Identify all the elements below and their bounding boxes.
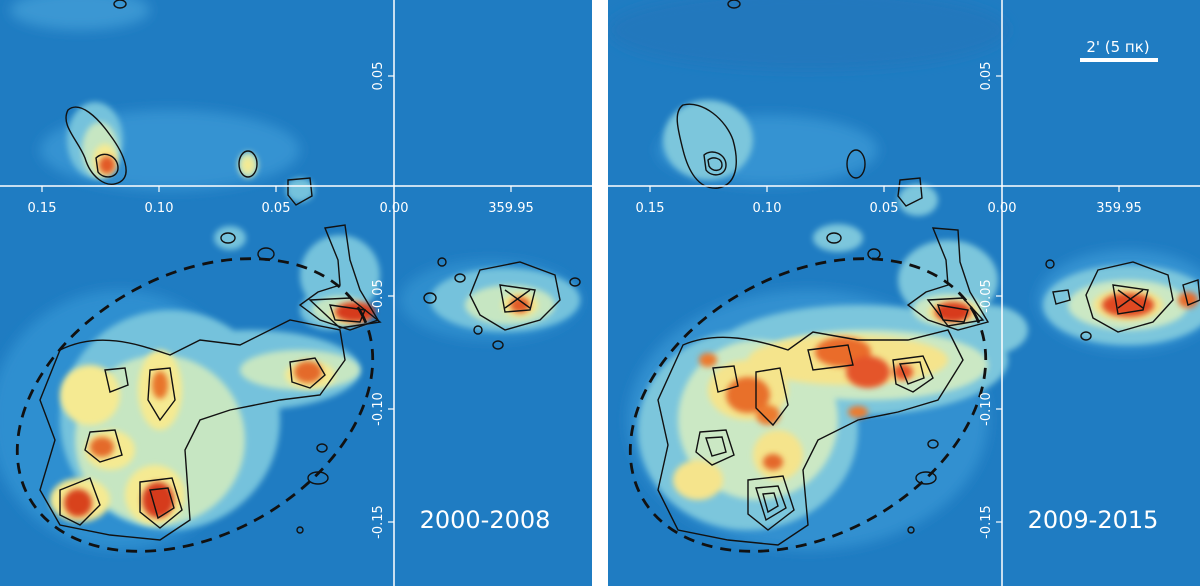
x-tick-label: 0.00 xyxy=(380,201,409,216)
region-ellipse xyxy=(628,257,988,553)
contours xyxy=(39,0,581,541)
y-tick-label: -0.15 xyxy=(371,505,386,539)
region-ellipse xyxy=(15,257,375,553)
x-tick-marks xyxy=(41,186,512,192)
map-panel-right: 0.15 0.10 0.05 0.00 359.95 0.05 -0.05 -0… xyxy=(608,0,1200,586)
map-left-svg: 0.15 0.10 0.05 0.00 359.95 0.05 -0.05 -0… xyxy=(0,0,592,586)
y-tick-label: -0.10 xyxy=(371,392,386,426)
epoch-label: 2000-2008 xyxy=(420,506,551,534)
y-tick-label: -0.05 xyxy=(979,279,994,313)
x-tick-marks xyxy=(649,186,1120,192)
y-tick-label: -0.10 xyxy=(979,392,994,426)
x-tick-label: 0.05 xyxy=(262,201,291,216)
y-tick-label: 0.05 xyxy=(371,62,386,91)
scale-bar-label: 2' (5 пк) xyxy=(1086,38,1149,56)
scale-bar xyxy=(1080,58,1158,62)
x-tick-label: 0.15 xyxy=(28,201,57,216)
contours xyxy=(657,0,1200,546)
x-tick-label: 0.10 xyxy=(145,201,174,216)
y-tick-label: 0.05 xyxy=(979,62,994,91)
x-tick-label: 359.95 xyxy=(488,201,534,216)
y-tick-marks xyxy=(996,75,1002,523)
epoch-label: 2009-2015 xyxy=(1028,506,1159,534)
y-tick-label: -0.05 xyxy=(371,279,386,313)
x-tick-label: 0.00 xyxy=(988,201,1017,216)
map-right-svg: 0.15 0.10 0.05 0.00 359.95 0.05 -0.05 -0… xyxy=(608,0,1200,586)
x-tick-label: 0.15 xyxy=(636,201,665,216)
x-tick-label: 359.95 xyxy=(1096,201,1142,216)
x-tick-label: 0.05 xyxy=(870,201,899,216)
map-panel-left: 0.15 0.10 0.05 0.00 359.95 0.05 -0.05 -0… xyxy=(0,0,592,586)
x-tick-label: 0.10 xyxy=(753,201,782,216)
y-tick-marks xyxy=(388,75,394,523)
y-tick-label: -0.15 xyxy=(979,505,994,539)
